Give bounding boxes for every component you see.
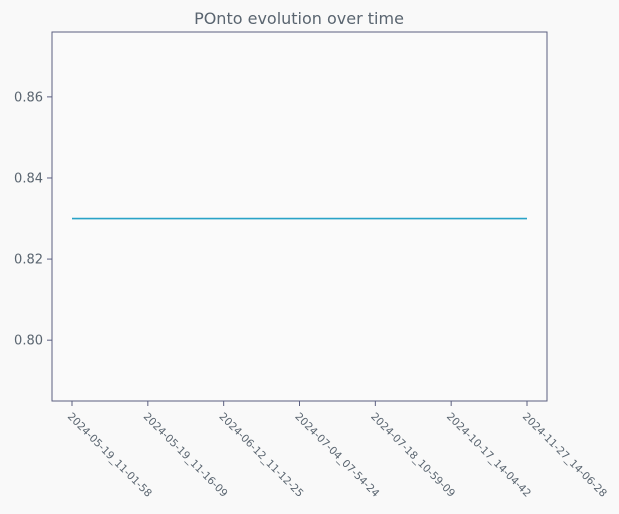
x-tick-label: 2024-05-19_11-01-58 bbox=[65, 411, 154, 500]
y-tick-label: 0.82 bbox=[14, 253, 43, 268]
x-tick-label: 2024-10-17_14-04-42 bbox=[444, 411, 533, 500]
chart-title: POnto evolution over time bbox=[194, 9, 404, 28]
x-tick-label: 2024-11-27_14-06-28 bbox=[520, 411, 609, 500]
y-tick-label: 0.80 bbox=[14, 334, 43, 349]
x-tick-label: 2024-05-19_11-16-09 bbox=[141, 411, 230, 500]
x-tick-label: 2024-07-18_10-59-09 bbox=[368, 411, 457, 500]
plot-area bbox=[51, 31, 548, 402]
x-tick-label: 2024-07-04_07-54-24 bbox=[292, 411, 381, 500]
y-axis: 0.80 0.82 0.84 0.86 bbox=[14, 90, 52, 349]
y-tick-label: 0.86 bbox=[14, 90, 43, 105]
x-tick-label: 2024-06-12_11-12-25 bbox=[217, 411, 306, 500]
y-tick-label: 0.84 bbox=[14, 171, 43, 186]
x-axis: 2024-05-19_11-01-582024-05-19_11-16-0920… bbox=[65, 401, 609, 500]
